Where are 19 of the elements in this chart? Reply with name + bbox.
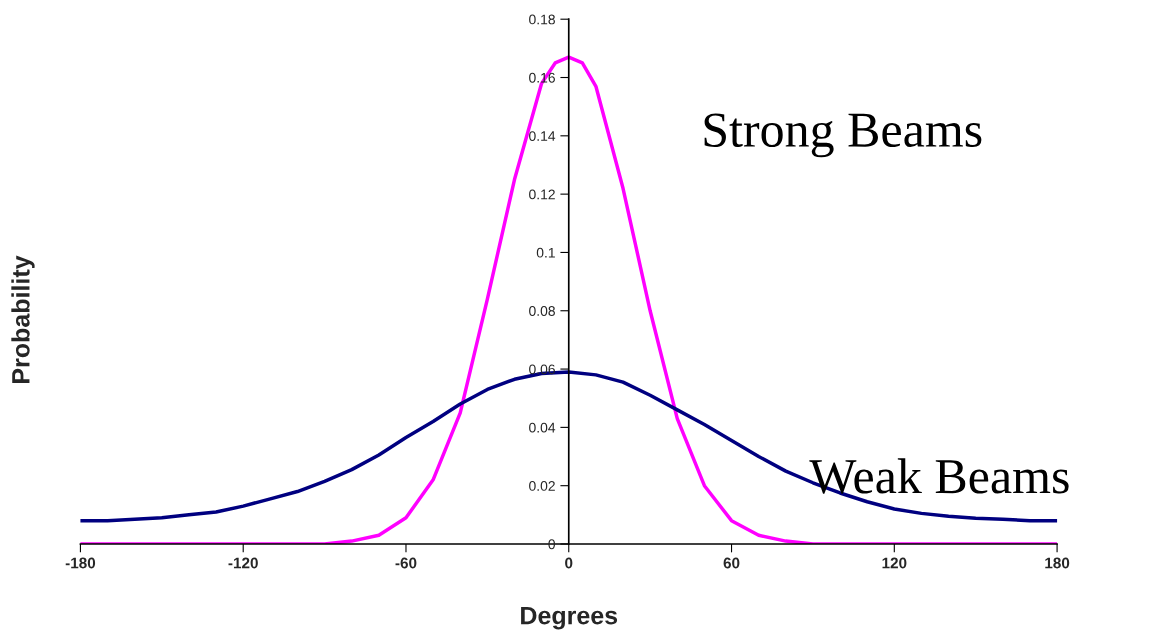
- x-tick-label: -60: [395, 557, 417, 569]
- x-tick-label: 180: [1045, 557, 1070, 569]
- x-tick-label: -180: [65, 557, 96, 569]
- y-tick-label: 0.08: [529, 306, 555, 316]
- x-tick-label: -120: [228, 557, 258, 569]
- y-axis-title: Probability: [11, 255, 35, 383]
- x-tick-label: 120: [882, 557, 907, 569]
- y-tick-label: 0.02: [529, 481, 555, 491]
- y-tick-label: 0.1: [536, 247, 555, 258]
- y-tick-label: 0.06: [529, 364, 555, 375]
- x-tick-label: 60: [723, 557, 740, 569]
- series-label: Weak Beams: [809, 458, 1069, 494]
- y-tick-label: 0.12: [529, 189, 555, 200]
- y-tick-label: 0.18: [529, 14, 555, 25]
- series-label: Strong Beams: [704, 113, 982, 158]
- y-tick-label: 0.04: [529, 422, 556, 433]
- x-axis-title: Degrees: [521, 606, 618, 630]
- x-tick-label: 0: [565, 557, 573, 569]
- y-tick-label: 0.14: [529, 131, 556, 141]
